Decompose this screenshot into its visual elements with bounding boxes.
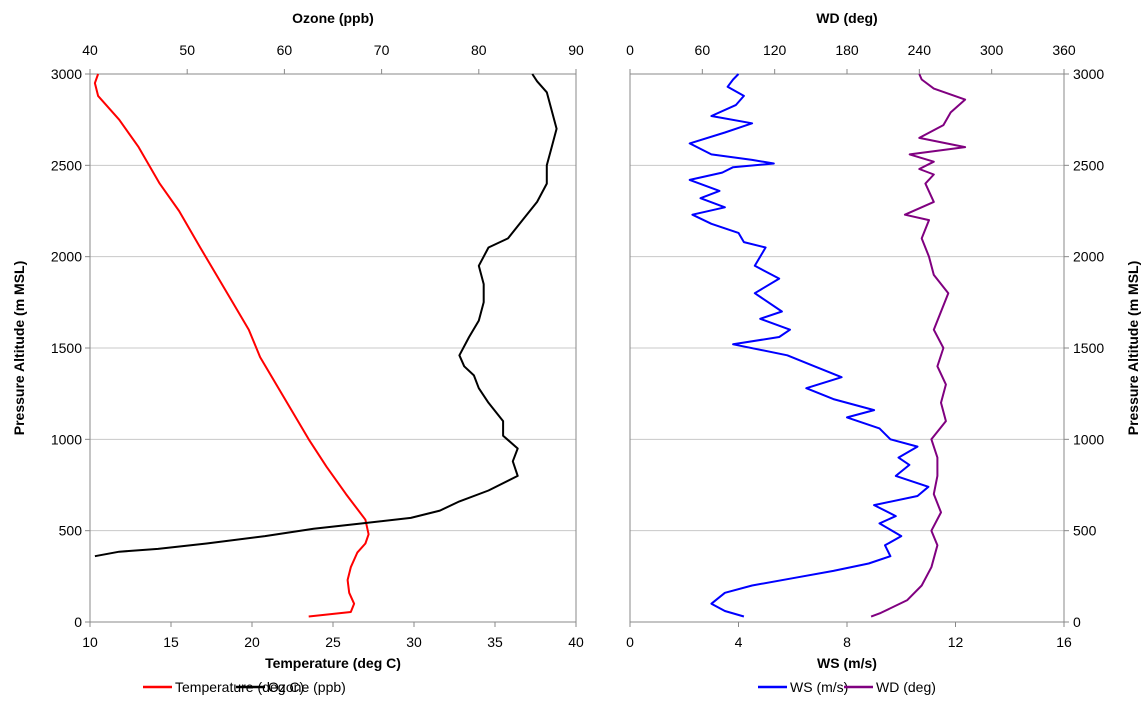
y-tick-label: 1000 [51, 431, 82, 447]
x-top-tick-label: 360 [1052, 42, 1076, 58]
x-top-tick-label: 180 [835, 42, 859, 58]
y-tick-label: 1500 [1073, 340, 1104, 356]
series-line-temperature-deg-c [93, 73, 370, 618]
y-axis-title: Pressure Altitude (m MSL) [1125, 261, 1141, 436]
temperature-ozone-panel: 0 500 1000 1500 2000 2500 3000 10 15 20 25 30 35 40 40… [11, 10, 584, 695]
x-bottom-tick-label: 4 [735, 634, 743, 650]
x-bottom-tick-label: 20 [244, 634, 260, 650]
x-bottom-tick-label: 25 [325, 634, 341, 650]
x-bottom-tick-label: 35 [487, 634, 503, 650]
x-top-tick-label: 90 [568, 42, 584, 58]
x-top-tick-label: 70 [374, 42, 390, 58]
legend-label: WD (deg) [876, 679, 936, 695]
legend-label: WS (m/s) [790, 679, 848, 695]
y-tick-label: 0 [74, 614, 82, 630]
x-top-tick-label: 300 [980, 42, 1004, 58]
x-top-tick-label: 50 [179, 42, 195, 58]
x-bottom-tick-label: 10 [82, 634, 98, 650]
y-tick-label: 1000 [1073, 431, 1104, 447]
y-tick-label: 500 [59, 523, 83, 539]
x-top-tick-label: 80 [471, 42, 487, 58]
legend-label: Ozone (ppb) [268, 679, 346, 695]
x-top-tick-label: 0 [626, 42, 634, 58]
series-line-wd-deg [870, 73, 967, 618]
x-top-tick-label: 240 [908, 42, 932, 58]
x-top-tick-label: 60 [277, 42, 293, 58]
x-bottom-tick-label: 40 [568, 634, 584, 650]
y-tick-label: 2500 [51, 157, 82, 173]
y-tick-label: 2000 [51, 249, 82, 265]
y-tick-label: 3000 [1073, 66, 1104, 82]
x-top-tick-label: 40 [82, 42, 98, 58]
x-bottom-tick-label: 12 [948, 634, 964, 650]
y-tick-label: 0 [1073, 614, 1081, 630]
x-bottom-tick-label: 16 [1056, 634, 1072, 650]
y-tick-label: 500 [1073, 523, 1097, 539]
y-axis-title: Pressure Altitude (m MSL) [11, 261, 27, 436]
x-top-axis-title: WD (deg) [816, 10, 877, 26]
y-tick-label: 3000 [51, 66, 82, 82]
x-bottom-axis-title: Temperature (deg C) [265, 655, 401, 671]
x-top-tick-label: 120 [763, 42, 787, 58]
x-bottom-axis-title: WS (m/s) [817, 655, 877, 671]
series-line-ozone-ppb [94, 73, 558, 558]
x-bottom-tick-label: 30 [406, 634, 422, 650]
x-bottom-tick-label: 0 [626, 634, 634, 650]
x-bottom-tick-label: 15 [163, 634, 179, 650]
y-tick-label: 2000 [1073, 249, 1104, 265]
y-tick-label: 2500 [1073, 157, 1104, 173]
y-tick-label: 1500 [51, 340, 82, 356]
x-top-tick-label: 60 [695, 42, 711, 58]
series-line-ws-m-s [688, 73, 930, 618]
x-top-axis-title: Ozone (ppb) [292, 10, 374, 26]
x-bottom-tick-label: 8 [843, 634, 851, 650]
